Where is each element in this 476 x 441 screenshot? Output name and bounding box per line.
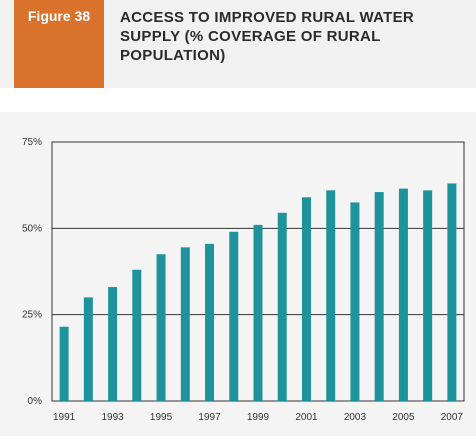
bar bbox=[398, 188, 408, 401]
x-tick-label: 1999 bbox=[247, 412, 270, 423]
figure-title: ACCESS TO IMPROVED RURAL WATER SUPPLY (%… bbox=[120, 8, 460, 65]
bar bbox=[423, 190, 433, 401]
figure-header: Figure 38 ACCESS TO IMPROVED RURAL WATER… bbox=[0, 0, 476, 88]
bar bbox=[374, 192, 384, 401]
x-tick-label: 2003 bbox=[344, 412, 367, 423]
x-tick-label: 1995 bbox=[150, 412, 173, 423]
x-tick-label: 2007 bbox=[441, 412, 464, 423]
figure-title-line-2: SUPPLY (% COVERAGE OF RURAL bbox=[120, 28, 381, 45]
figure-title-line-1: ACCESS TO IMPROVED RURAL WATER bbox=[120, 9, 415, 26]
bar bbox=[156, 254, 166, 401]
bar bbox=[180, 247, 190, 401]
bar bbox=[301, 197, 311, 401]
bar bbox=[205, 243, 215, 401]
bar bbox=[350, 202, 360, 401]
chart-area: 0% 25% 50% 75% 1991 1993 1995 1997 1999 2001 2003 2… bbox=[0, 112, 476, 436]
x-tick-label: 2005 bbox=[392, 412, 415, 423]
bar bbox=[277, 212, 287, 401]
y-tick-label: 25% bbox=[22, 310, 42, 321]
figure-label: Figure 38 bbox=[27, 8, 91, 24]
bar bbox=[108, 287, 118, 401]
bar bbox=[447, 183, 457, 401]
x-tick-label: 1991 bbox=[53, 412, 76, 423]
bar bbox=[326, 190, 336, 401]
y-tick-label: 0% bbox=[28, 396, 43, 407]
x-tick-label: 1997 bbox=[198, 412, 221, 423]
figure-title-line-3: POPULATION) bbox=[120, 47, 226, 64]
x-tick-label: 2001 bbox=[295, 412, 318, 423]
figure-badge bbox=[14, 0, 104, 88]
bar bbox=[253, 224, 263, 401]
bar bbox=[229, 231, 239, 401]
y-tick-label: 50% bbox=[22, 223, 42, 234]
bar bbox=[83, 297, 93, 401]
bar bbox=[132, 269, 142, 401]
bar-chart: 0% 25% 50% 75% 1991 1993 1995 1997 1999 2001 2003 2… bbox=[22, 137, 465, 423]
y-tick-label: 75% bbox=[22, 137, 42, 148]
x-tick-label: 1993 bbox=[101, 412, 124, 423]
bar bbox=[59, 326, 69, 401]
